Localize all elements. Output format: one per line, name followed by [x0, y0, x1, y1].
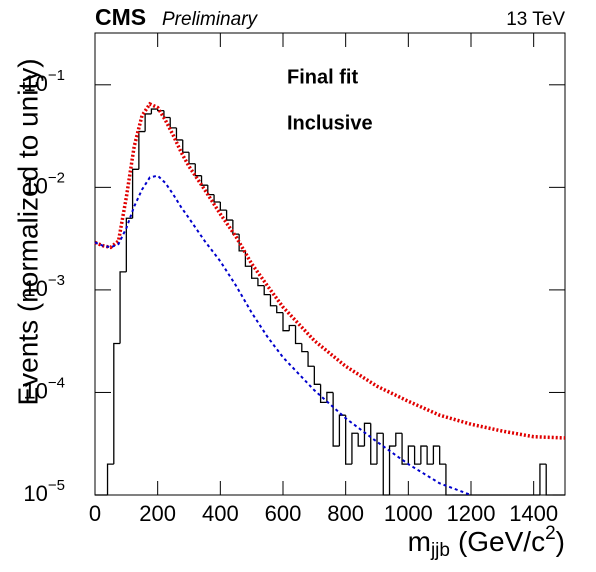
histogram-bin — [157, 109, 164, 112]
y-tick-exponent: −5 — [48, 477, 65, 494]
histogram-bin — [307, 351, 315, 367]
histogram-bin — [413, 446, 421, 465]
y-tick-label: 10−1 — [23, 67, 65, 96]
histogram-bin — [194, 163, 202, 177]
histogram-bin — [257, 278, 265, 287]
histogram-bin — [269, 294, 277, 307]
histogram-bin — [388, 445, 396, 495]
histogram-bin — [432, 445, 440, 465]
histogram-bin — [439, 446, 446, 465]
y-tick-exponent: −4 — [48, 374, 65, 391]
x-axis-label: mjjb (GeV/c2) — [408, 523, 565, 561]
x-label-sub: jjb — [430, 540, 450, 561]
histogram-bin — [426, 446, 434, 465]
y-tick-exponent: −3 — [48, 272, 65, 289]
histogram-bin — [407, 445, 415, 465]
plot-frame — [94, 32, 566, 496]
histogram-bin — [150, 108, 158, 114]
x-tick-label: 1200 — [447, 501, 496, 526]
x-label-base: m — [408, 526, 431, 557]
histogram-bin — [175, 127, 183, 141]
histogram-bin — [319, 384, 327, 404]
annotation: Final fit — [287, 66, 358, 88]
histogram-bin — [219, 201, 227, 211]
histogram-bin — [131, 168, 139, 219]
histogram-bin — [251, 266, 258, 279]
histogram-bin — [288, 324, 296, 331]
x-label-sup: 2 — [545, 523, 556, 544]
histogram-bin — [144, 113, 152, 132]
experiment: CMS — [95, 4, 146, 30]
histogram-bin — [395, 432, 403, 447]
y-tick-label: 10−4 — [23, 374, 65, 403]
x-tick-label: 800 — [327, 501, 364, 526]
histogram-bin — [376, 432, 384, 465]
histogram-bin — [445, 464, 453, 496]
histogram-bin — [225, 210, 233, 221]
fit-curve — [94, 174, 472, 496]
histogram-bin — [338, 414, 346, 447]
y-tick-label: 10−2 — [23, 169, 65, 198]
histogram-bin — [301, 343, 309, 353]
histogram-bin — [232, 220, 240, 235]
energy: 13 TeV — [506, 9, 565, 30]
y-tick-base: 10 — [23, 481, 47, 506]
x-tick-label: 0 — [89, 501, 101, 526]
histogram-bin — [357, 433, 365, 447]
y-tick-base: 10 — [23, 71, 47, 96]
histogram-bin — [345, 415, 352, 465]
histogram-bin — [539, 463, 547, 495]
histogram-bin — [263, 285, 271, 296]
annotation: Inclusive — [287, 112, 373, 134]
y-tick-label: 10−5 — [23, 477, 65, 506]
histogram-bin — [188, 152, 196, 165]
y-tick-base: 10 — [23, 378, 47, 403]
y-tick-base: 10 — [23, 276, 47, 301]
histogram-bin — [370, 423, 377, 465]
y-tick-base: 10 — [23, 173, 47, 198]
fit-curve — [94, 101, 566, 440]
histogram-bin — [351, 432, 359, 465]
histogram-bin — [332, 392, 340, 447]
histogram-bin — [113, 342, 121, 465]
histogram-bin — [169, 117, 177, 129]
histogram-bin — [119, 271, 127, 344]
x-tick-label: 400 — [202, 501, 239, 526]
x-tick-label: 1400 — [509, 501, 558, 526]
histogram-bin — [313, 366, 321, 385]
histogram-bin — [326, 391, 334, 403]
histogram-bin — [294, 325, 302, 345]
y-axis-label: Events (normalized to unity) — [12, 58, 43, 405]
x-tick-label: 600 — [265, 501, 302, 526]
histogram-bin — [363, 422, 371, 447]
histogram-bin — [420, 445, 428, 465]
histogram-bin — [282, 312, 290, 332]
y-tick-exponent: −1 — [48, 67, 65, 84]
x-label-unit: (GeV/c — [458, 526, 545, 557]
status: Preliminary — [162, 9, 259, 30]
histogram-bin — [138, 130, 146, 170]
y-tick-exponent: −2 — [48, 169, 65, 186]
histogram-bin — [125, 217, 133, 272]
histogram-bin — [382, 433, 390, 496]
histogram-bin — [545, 464, 553, 496]
histogram-bin — [200, 175, 208, 186]
x-label-close: ) — [556, 526, 565, 557]
histogram-bin — [213, 194, 221, 203]
histogram-bin — [106, 463, 114, 495]
x-tick-label: 200 — [139, 501, 176, 526]
histogram-bin — [401, 433, 409, 465]
histogram-bin — [276, 305, 283, 314]
x-tick-label: 1000 — [384, 501, 433, 526]
histogram-bin — [182, 139, 189, 153]
y-tick-label: 10−3 — [23, 272, 65, 301]
